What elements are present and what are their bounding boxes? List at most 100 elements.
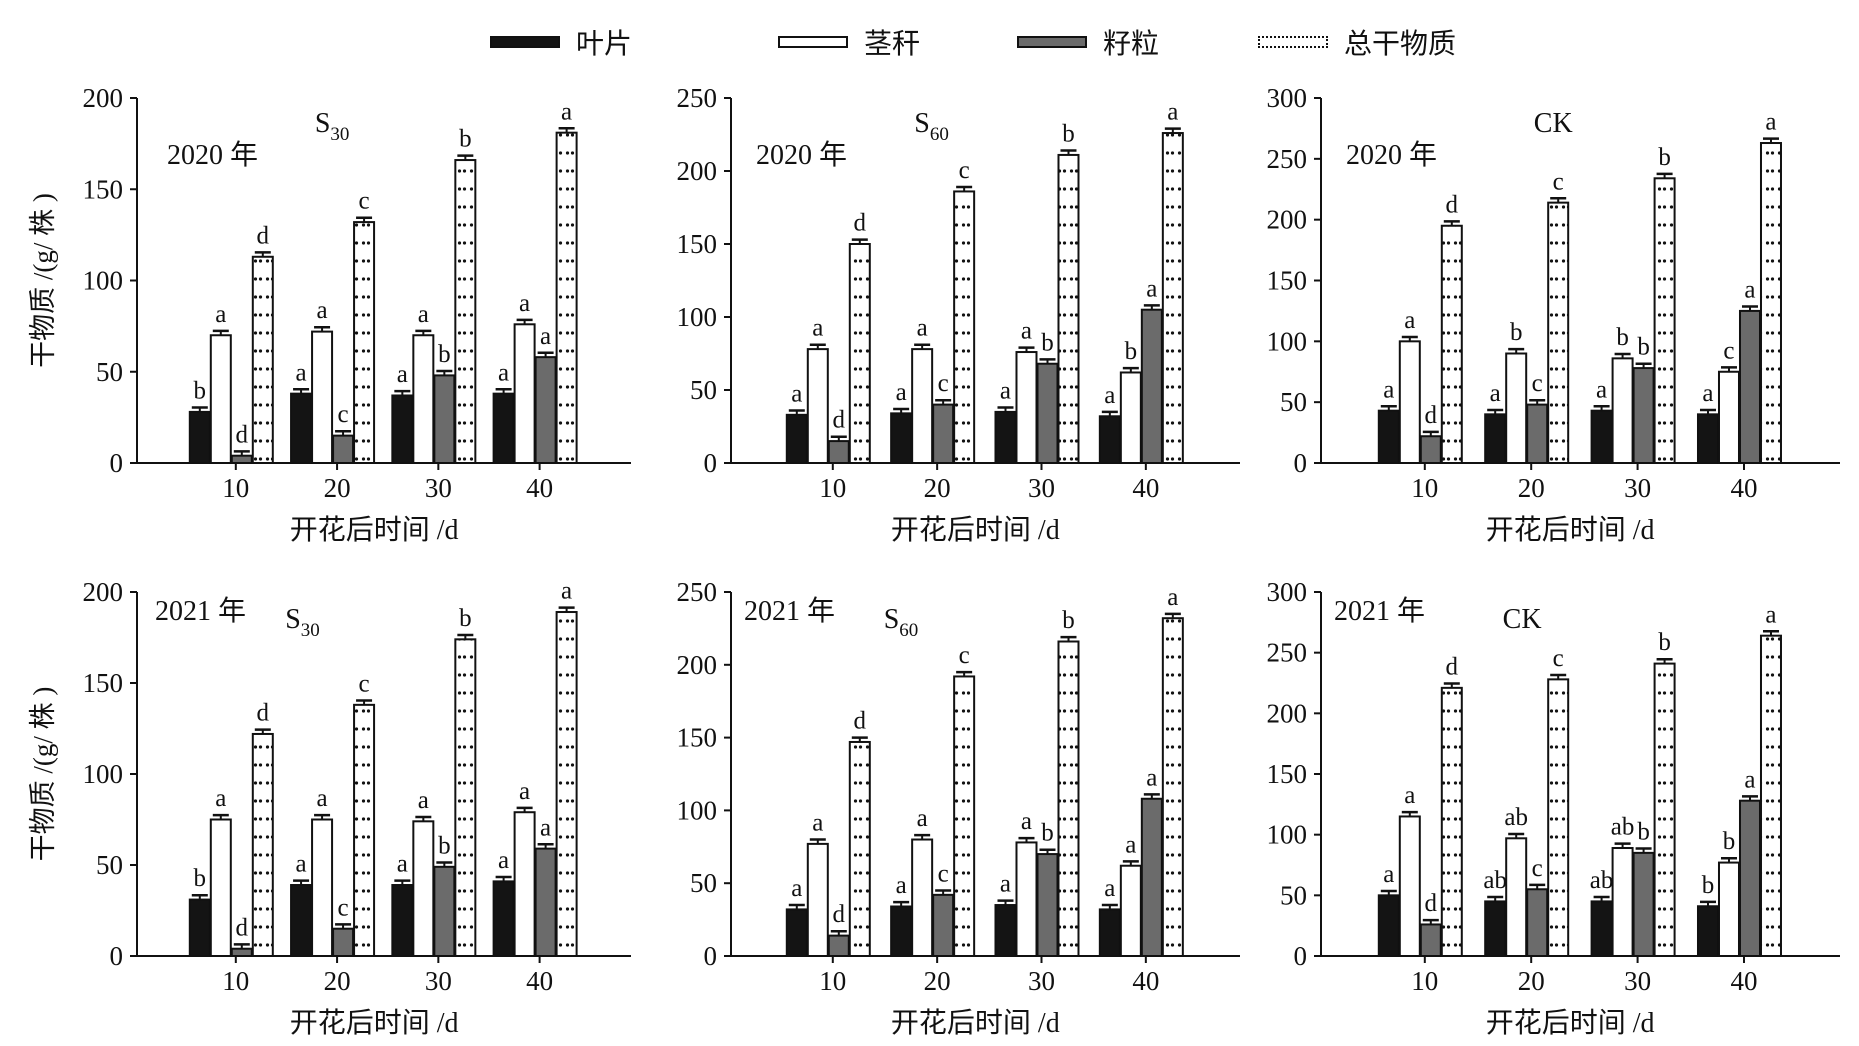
significance-letter: a: [317, 785, 328, 812]
significance-letter: b: [1125, 338, 1138, 365]
year-label: 2021 年: [744, 595, 835, 627]
significance-letter: a: [561, 578, 572, 605]
bar-grain: [1036, 362, 1059, 464]
bar-leaf: [290, 884, 313, 958]
y-tick-label: 0: [1294, 448, 1308, 478]
legend-item-total: 总干物质: [1258, 22, 1456, 62]
bar-grain: [1140, 797, 1163, 958]
bar-total: [1057, 153, 1080, 464]
bar-stem: [412, 334, 435, 464]
legend-label: 总干物质: [1344, 29, 1457, 60]
significance-letter: b: [1658, 629, 1671, 656]
significance-letter: a: [540, 323, 551, 350]
bar-leaf: [1590, 900, 1613, 958]
panel-title: S60: [914, 108, 949, 145]
significance-letter: ab: [1590, 867, 1614, 894]
bar-grain: [1526, 888, 1549, 957]
y-tick-label: 150: [83, 174, 124, 204]
bar-stem: [1119, 864, 1142, 958]
bar-leaf: [492, 880, 515, 958]
significance-letter: a: [791, 380, 802, 407]
bar-leaf: [492, 392, 515, 464]
bar-total: [848, 740, 871, 958]
bar-stem: [1505, 352, 1528, 464]
bar-grain: [433, 865, 456, 958]
bar-leaf: [188, 898, 211, 958]
bar-total: [1440, 686, 1463, 957]
bar-leaf: [994, 904, 1017, 957]
y-tick-label: 150: [677, 229, 718, 259]
significance-letter: b: [438, 341, 451, 368]
x-tick-label: 30: [425, 473, 452, 503]
significance-letter: a: [296, 359, 307, 386]
x-tick-label: 30: [1028, 966, 1055, 996]
bar-total: [353, 221, 376, 464]
bar-leaf: [1098, 415, 1121, 464]
x-axis-title: 开花后时间 /d: [290, 1007, 459, 1039]
significance-letter: c: [959, 642, 970, 669]
y-tick-label: 250: [1267, 144, 1308, 174]
bar-grain: [534, 847, 557, 957]
bar-leaf: [1098, 908, 1121, 958]
significance-letter: b: [1041, 820, 1054, 847]
x-tick-label: 10: [222, 966, 249, 996]
y-tick-label: 100: [1267, 820, 1308, 850]
significance-letter: b: [1616, 324, 1629, 351]
bar-leaf: [1377, 894, 1400, 957]
x-tick-label: 40: [526, 473, 553, 503]
significance-letter: b: [1062, 607, 1075, 634]
bar-leaf: [994, 410, 1017, 464]
significance-letter: a: [917, 315, 928, 342]
y-tick-label: 0: [1294, 941, 1308, 971]
legend-label: 籽粒: [1103, 29, 1160, 60]
panel-title: CK: [1503, 604, 1542, 635]
significance-letter: a: [498, 359, 509, 386]
significance-letter: d: [236, 914, 249, 941]
legend-swatch-leaf: [490, 36, 560, 48]
legend-label: 茎秆: [864, 29, 921, 60]
significance-letter: d: [833, 901, 846, 928]
significance-letter: b: [194, 865, 207, 892]
bar-leaf: [391, 884, 414, 958]
significance-letter: a: [917, 805, 928, 832]
x-tick-label: 20: [924, 966, 951, 996]
significance-letter: a: [1404, 782, 1415, 809]
x-tick-label: 30: [1028, 473, 1055, 503]
significance-letter: ab: [1611, 814, 1635, 841]
y-tick-label: 150: [1267, 759, 1308, 789]
bar-stem: [806, 348, 829, 464]
bar-leaf: [1696, 905, 1719, 958]
y-tick-label: 200: [83, 83, 124, 113]
bar-leaf: [290, 392, 313, 464]
y-tick-label: 50: [1280, 387, 1307, 417]
panel-title-main: CK: [1534, 108, 1573, 139]
significance-letter: a: [1383, 861, 1394, 888]
bar-grain: [1419, 923, 1442, 957]
significance-letter: a: [1404, 307, 1415, 334]
bar-stem: [1015, 351, 1038, 465]
significance-letter: a: [317, 297, 328, 324]
panel-title: CK: [1534, 108, 1573, 139]
x-axis-title: 开花后时间 /d: [1486, 1007, 1655, 1039]
bar-stem: [1398, 815, 1421, 958]
bar-total: [555, 131, 578, 465]
y-tick-label: 200: [677, 156, 718, 186]
significance-letter: a: [1765, 601, 1776, 628]
bar-grain: [932, 893, 955, 958]
significance-letter: c: [1553, 645, 1564, 672]
y-tick-label: 100: [677, 302, 718, 332]
significance-letter: a: [1765, 109, 1776, 136]
bar-total: [251, 732, 274, 958]
y-tick-label: 0: [110, 448, 124, 478]
bar-total: [953, 190, 976, 464]
bar-grain: [1140, 308, 1163, 465]
bar-grain: [932, 403, 955, 465]
bar-grain: [1526, 403, 1549, 465]
bar-grain: [332, 434, 355, 464]
bar-stem: [1611, 847, 1634, 957]
bar-grain: [433, 374, 456, 464]
x-tick-label: 30: [1624, 966, 1651, 996]
bar-grain: [1632, 367, 1655, 465]
